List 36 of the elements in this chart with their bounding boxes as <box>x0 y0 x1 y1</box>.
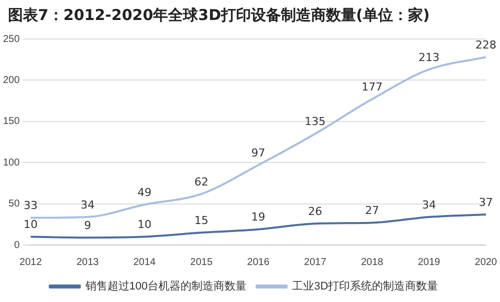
chart-title: 图表7：2012-2020年全球3D打印设备制造商数量(单位：家) <box>7 5 431 26</box>
data-label: 26 <box>308 204 322 218</box>
data-label: 97 <box>251 146 266 160</box>
data-label: 34 <box>422 198 436 212</box>
legend-label: 销售超过100台机器的制造商数量 <box>84 280 247 293</box>
legend-label: 工业3D打印系统的制造商数量 <box>292 280 438 293</box>
data-label: 34 <box>80 198 95 212</box>
y-tick-label: 250 <box>2 34 20 45</box>
x-tick-label: 2015 <box>190 256 213 268</box>
y-tick-label: 100 <box>2 157 20 168</box>
data-label: 15 <box>194 214 208 227</box>
x-tick-label: 2013 <box>76 256 100 268</box>
x-tick-label: 2017 <box>304 256 327 268</box>
data-label: 37 <box>478 196 493 209</box>
x-tick-label: 2016 <box>247 256 270 268</box>
y-tick-label: 200 <box>2 74 20 86</box>
data-label: 9 <box>84 218 92 232</box>
data-label: 10 <box>24 218 38 232</box>
data-label: 228 <box>475 38 496 52</box>
data-label: 19 <box>251 210 266 224</box>
data-label: 33 <box>24 199 38 212</box>
y-tick-label: 0 <box>14 240 20 251</box>
y-tick-label: 50 <box>8 198 20 210</box>
data-label: 10 <box>137 218 152 232</box>
x-tick-label: 2019 <box>418 256 441 268</box>
data-label: 135 <box>304 115 326 128</box>
data-label: 62 <box>194 175 208 188</box>
data-label: 49 <box>137 186 152 199</box>
x-tick-label: 2020 <box>474 256 498 268</box>
data-label: 177 <box>362 80 383 94</box>
x-tick-label: 2018 <box>360 256 384 268</box>
data-label: 213 <box>418 50 440 64</box>
x-tick-label: 2014 <box>133 256 156 268</box>
x-tick-label: 2012 <box>20 256 42 268</box>
y-tick-label: 150 <box>2 116 20 128</box>
data-label: 27 <box>365 204 380 218</box>
